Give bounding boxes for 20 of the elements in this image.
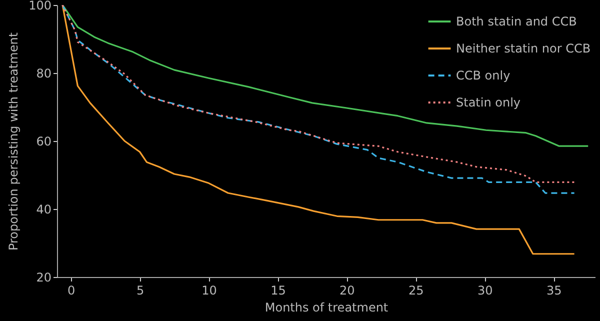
x-tick-label: 20 — [340, 284, 355, 298]
x-tick-label: 25 — [408, 284, 424, 298]
x-tick-label: 35 — [546, 284, 562, 298]
x-tick-label: 10 — [202, 284, 217, 298]
x-tick-label: 5 — [136, 284, 144, 298]
y-tick-label: 80 — [36, 66, 52, 80]
y-axis-title: Proportion persisting with treatment — [6, 32, 21, 251]
line-series — [62, 5, 589, 147]
legend-label: Neither statin nor CCB — [456, 42, 591, 56]
y-tick-label: 40 — [36, 202, 52, 216]
x-tick-label: 30 — [478, 284, 493, 298]
y-tick-label: 20 — [36, 270, 52, 284]
legend-label: Both statin and CCB — [456, 14, 577, 28]
legend-label: Statin only — [456, 96, 521, 110]
x-axis-title: Months of treatment — [264, 300, 388, 314]
x-tick-label: 15 — [270, 284, 286, 298]
legend-label: CCB only — [456, 68, 510, 82]
x-tick-label: 0 — [67, 284, 76, 298]
y-tick-label: 100 — [28, 0, 52, 12]
y-tick-label: 60 — [36, 134, 52, 148]
